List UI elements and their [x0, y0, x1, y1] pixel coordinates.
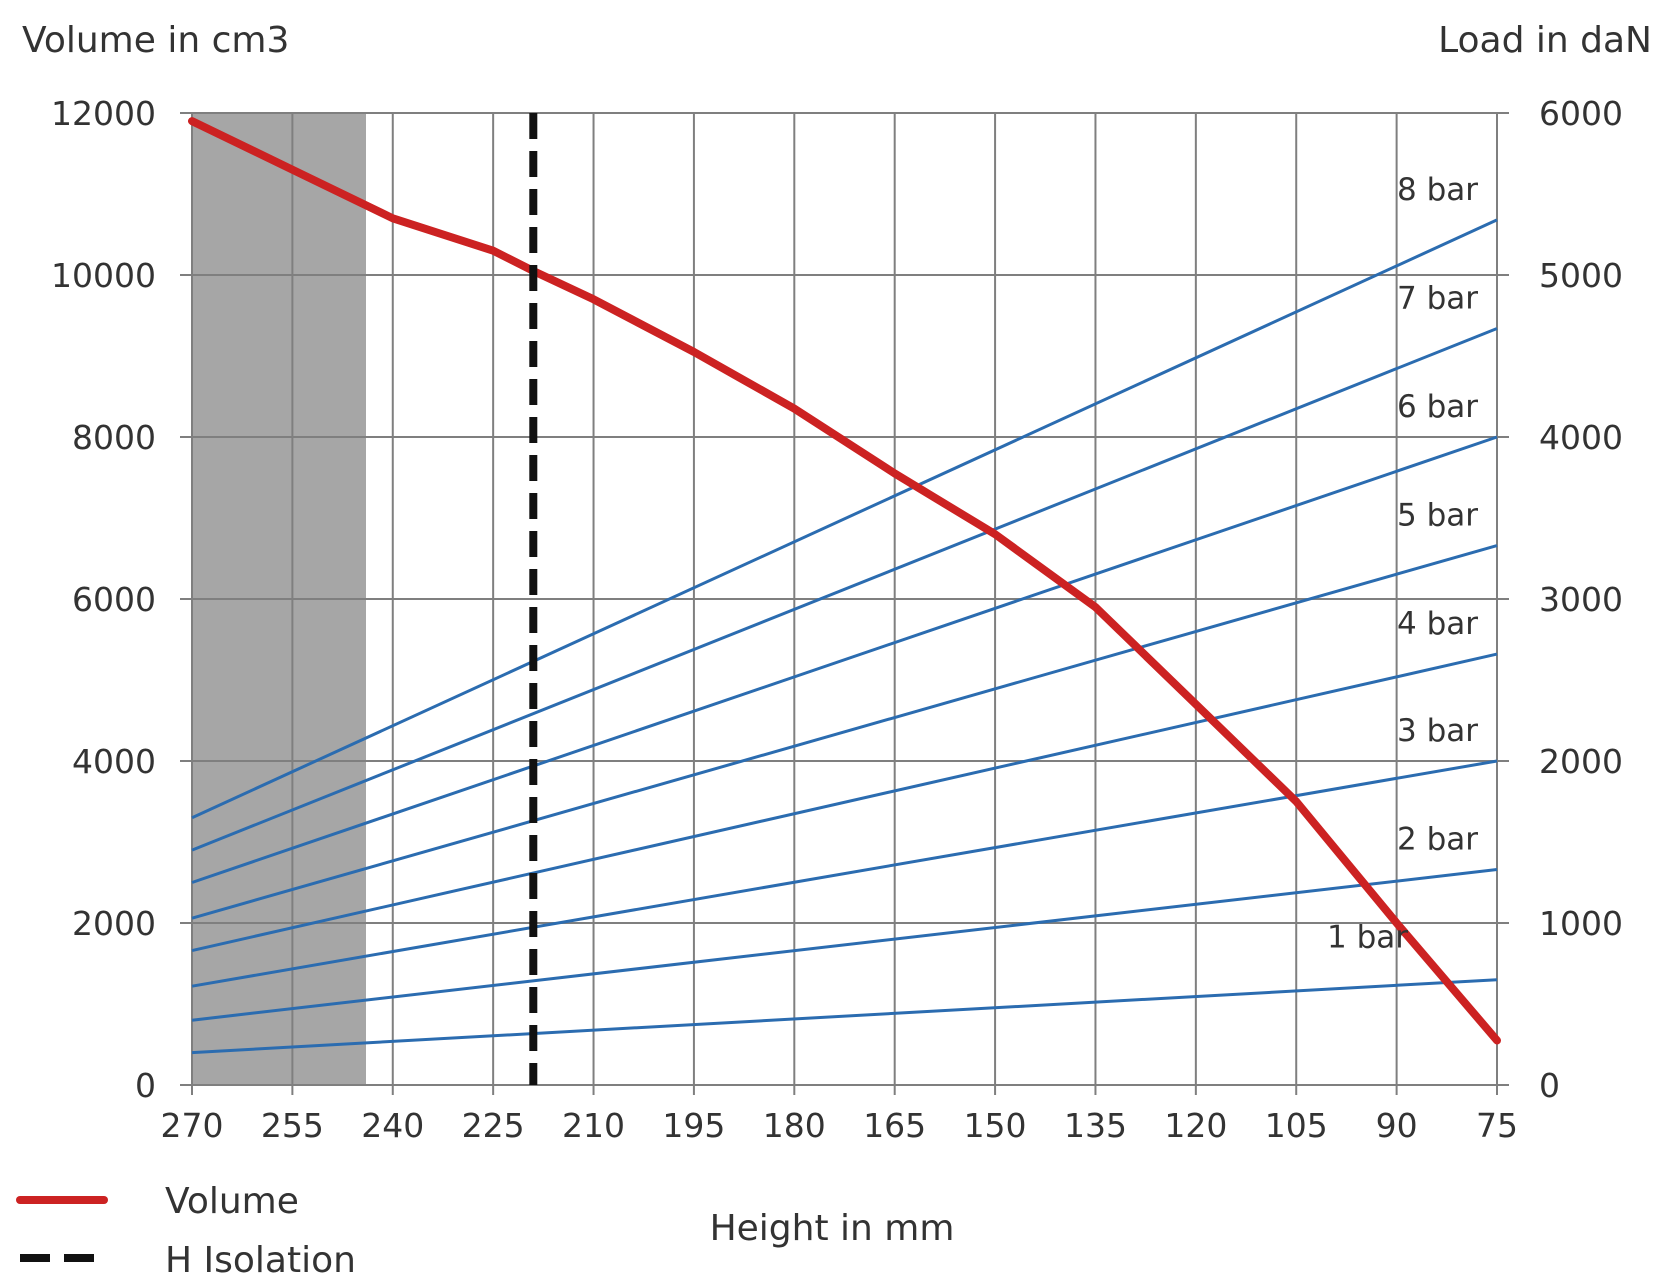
x-tick-label: 270 [161, 1106, 224, 1145]
load-line-label-1-bar: 1 bar [1327, 920, 1408, 956]
load-line-label-2-bar: 2 bar [1397, 822, 1478, 858]
load-line-5-bar [191, 544, 1498, 920]
load-line-label-8-bar: 8 bar [1397, 172, 1478, 208]
x-tick-label: 105 [1265, 1106, 1328, 1145]
load-line-6-bar [191, 435, 1498, 884]
y-left-tick-label: 0 [135, 1066, 156, 1105]
legend-isolation-label: H Isolation [165, 1240, 356, 1277]
x-tick-label: 195 [662, 1106, 725, 1145]
load-line-label-5-bar: 5 bar [1397, 498, 1478, 534]
y-left-axis-title: Volume in cm3 [22, 20, 289, 61]
x-tick-label: 210 [562, 1106, 625, 1145]
y-right-tick-label: 0 [1539, 1066, 1560, 1105]
load-line-1-bar [191, 978, 1498, 1055]
x-tick-label: 165 [863, 1106, 926, 1145]
load-line-label-4-bar: 4 bar [1397, 606, 1478, 642]
x-tick-label: 135 [1064, 1106, 1127, 1145]
x-tick-label: 180 [763, 1106, 826, 1145]
legend-volume-label: Volume [165, 1181, 299, 1222]
x-tick-label: 75 [1476, 1106, 1518, 1145]
x-tick-label: 150 [964, 1106, 1027, 1145]
load-line-3-bar [191, 759, 1498, 988]
y-left-tick-label: 10000 [51, 256, 156, 295]
load-line-label-6-bar: 6 bar [1397, 389, 1478, 425]
x-tick-label: 225 [462, 1106, 525, 1145]
y-left-tick-label: 8000 [72, 418, 156, 457]
load-line-7-bar [191, 327, 1498, 852]
load-line-label-3-bar: 3 bar [1397, 713, 1478, 749]
y-right-tick-label: 5000 [1539, 256, 1623, 295]
y-left-tick-label: 2000 [72, 904, 156, 943]
y-right-tick-label: 3000 [1539, 580, 1623, 619]
load-line-4-bar [191, 652, 1498, 953]
y-right-tick-label: 2000 [1539, 742, 1623, 781]
load-line-label-7-bar: 7 bar [1397, 280, 1478, 316]
x-tick-label: 90 [1376, 1106, 1418, 1145]
legend: Volume H Isolation [16, 1181, 356, 1277]
volume-curve [188, 117, 1501, 1045]
x-tick-label: 240 [361, 1106, 424, 1145]
y-right-tick-label: 4000 [1539, 418, 1623, 457]
load-line-8-bar [191, 218, 1498, 820]
x-tick-label: 255 [261, 1106, 324, 1145]
y-left-tick-label: 12000 [51, 94, 156, 133]
y-left-tick-label: 4000 [72, 742, 156, 781]
load-line-2-bar [191, 868, 1498, 1022]
x-tick-label: 120 [1164, 1106, 1227, 1145]
y-right-tick-label: 6000 [1539, 94, 1623, 133]
y-right-axis-title: Load in daN [1438, 20, 1652, 61]
x-axis-title: Height in mm [710, 1208, 955, 1249]
y-right-tick-label: 1000 [1539, 904, 1623, 943]
y-left-tick-label: 6000 [72, 580, 156, 619]
